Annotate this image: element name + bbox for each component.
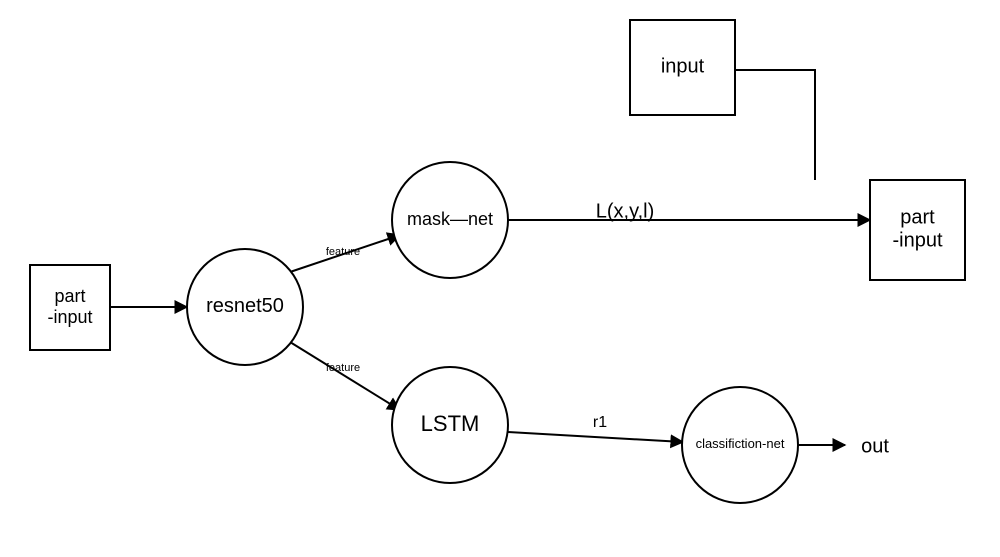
svg-text:classifiction-net: classifiction-net [696, 436, 785, 451]
svg-text:LSTM: LSTM [421, 411, 480, 436]
node-input_top: input [630, 20, 735, 115]
edge-label-lstm-class_net: r1 [593, 414, 607, 431]
edge-label-class_net-out: out [861, 435, 889, 457]
svg-text:resnet50: resnet50 [206, 295, 284, 317]
node-part_input_left: part-input [30, 265, 110, 350]
node-class_net: classifiction-net [682, 387, 798, 503]
edge-input_top-part_input_right [735, 70, 815, 180]
svg-text:input: input [661, 56, 705, 78]
edge-label-mask_net-part_input_right: L(x,y,l) [596, 200, 655, 222]
edge-label-resnet50-mask_net: feature [326, 246, 360, 258]
svg-text:mask—net: mask—net [407, 209, 493, 229]
node-part_input_right: part-input [870, 180, 965, 280]
edge-resnet50-lstm [290, 342, 400, 410]
node-resnet50: resnet50 [187, 249, 303, 365]
node-lstm: LSTM [392, 367, 508, 483]
nodes-layer: part-input resnet50 mask—net LSTM classifict… [30, 20, 965, 503]
node-mask_net: mask—net [392, 162, 508, 278]
edge-lstm-class_net [508, 432, 683, 442]
diagram-canvas: part-input resnet50 mask—net LSTM classifict… [0, 0, 1000, 557]
edge-label-resnet50-lstm: feature [326, 362, 360, 374]
